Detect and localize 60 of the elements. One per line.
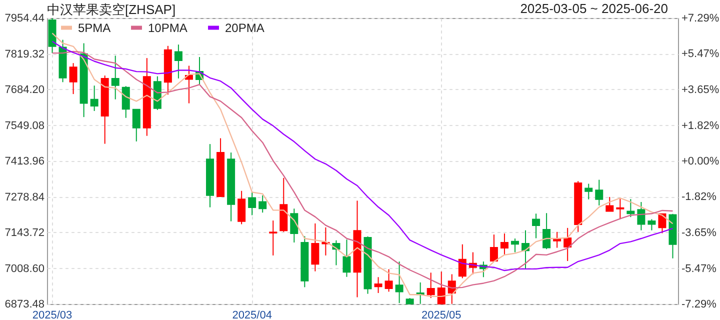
candlestick [510,238,519,253]
legend-label: 10PMA [148,20,188,35]
candlestick [311,222,320,272]
candlestick [395,261,404,304]
x-tick-label: 2025/04 [232,310,272,320]
y-tick-label: 7954.44 [4,12,44,24]
y-tick-label: 7413.96 [4,156,44,168]
candlestick [269,220,278,256]
candlestick [342,239,351,278]
candlestick [248,190,256,216]
y2-tick-label: +1.82% [682,120,720,132]
candlestick [564,227,572,262]
candlestick [122,86,130,118]
candlestick [616,198,624,220]
y-tick-label: 7008.60 [4,262,44,275]
y-tick-label: 7684.20 [4,84,44,96]
y-tick-label: 6873.48 [4,298,44,310]
x-tick-label: 2025/05 [421,310,462,320]
y2-tick-label: +7.29% [682,12,720,24]
y2-tick-label: +3.65% [682,84,720,96]
candlestick [69,62,78,95]
candlestick [658,213,666,234]
candlestick [500,232,508,255]
candlestick [626,198,635,218]
candlestick [238,190,246,225]
candlestick [606,196,614,212]
candlestick [490,234,498,262]
y-tick-label: 7278.84 [4,191,44,204]
candlestick [374,276,382,294]
candlestick [384,268,393,292]
legend-label: 20PMA [225,20,264,35]
y-tick-label: 7819.32 [4,48,44,60]
x-tick-label: 2025/03 [32,310,72,320]
candlestick [637,202,646,231]
y2-tick-label: +5.47% [682,48,720,60]
candlestick [437,271,446,304]
y2-tick-label: -1.82% [682,191,717,204]
candlestick [258,194,267,214]
chart-subtitle: 2025-03-05 ~ 2025-06-20 [520,1,668,16]
legend-label: 5PMA [78,20,111,35]
y2-tick-label: -5.47% [682,262,717,275]
y-tick-label: 7549.08 [4,120,44,132]
candlestick [648,218,656,231]
candlestick [111,55,120,100]
candlestick [290,208,298,243]
chart-title: 中汉苹果卖空[ZHSAP] [47,1,176,19]
candlestick [532,213,540,239]
candlestick [174,44,182,79]
candlestick [458,244,466,279]
y2-tick-label: -7.29% [682,298,717,310]
y2-tick-label: -3.65% [682,227,717,240]
candlestick [132,108,140,142]
candlestick [553,231,562,248]
y-tick-label: 7143.72 [4,227,44,239]
candlestick [595,179,604,206]
candlestick [542,212,551,250]
y2-tick-label: +0.00% [682,156,720,168]
candlestick [584,183,593,200]
candlestick [90,85,98,112]
candlestick [426,272,435,299]
